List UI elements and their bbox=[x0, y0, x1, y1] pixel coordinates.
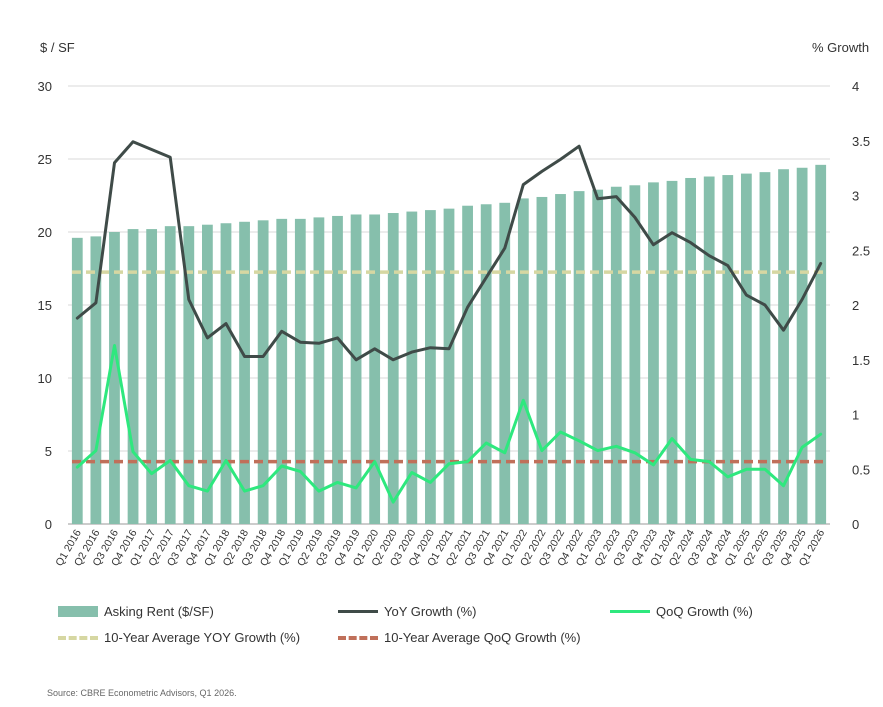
asking-rent-bar bbox=[610, 186, 622, 525]
legend-item-avg-yoy: 10-Year Average YOY Growth (%) bbox=[58, 630, 300, 645]
asking-rent-bar bbox=[666, 180, 678, 524]
right-tick-label: 4 bbox=[852, 79, 859, 94]
asking-rent-bar bbox=[183, 226, 195, 524]
asking-rent-bar bbox=[276, 218, 288, 525]
asking-rent-bar bbox=[629, 185, 641, 524]
right-tick-label: 0 bbox=[852, 517, 859, 532]
source-note: Source: CBRE Econometric Advisors, Q1 20… bbox=[47, 688, 237, 698]
legend-label: 10-Year Average QoQ Growth (%) bbox=[384, 630, 581, 645]
legend-label: QoQ Growth (%) bbox=[656, 604, 753, 619]
asking-rent-bar bbox=[406, 211, 418, 524]
left-tick-label: 20 bbox=[38, 225, 52, 240]
asking-rent-bar bbox=[257, 220, 269, 524]
asking-rent-bar bbox=[815, 164, 827, 524]
legend: Asking Rent ($/SF) YoY Growth (%) QoQ Gr… bbox=[58, 604, 858, 648]
legend-item-avg-qoq: 10-Year Average QoQ Growth (%) bbox=[338, 630, 581, 645]
asking-rent-bar bbox=[517, 198, 529, 525]
legend-item-qoq: QoQ Growth (%) bbox=[610, 604, 753, 619]
asking-rent-bar bbox=[740, 173, 752, 524]
asking-rent-bar bbox=[722, 175, 734, 524]
yoy-growth-line bbox=[75, 140, 823, 362]
right-axis-title: % Growth bbox=[812, 40, 870, 55]
asking-rent-bar bbox=[239, 221, 250, 524]
asking-rent-bar bbox=[648, 182, 659, 525]
legend-swatch-avg-qoq bbox=[338, 635, 378, 640]
asking-rent-bar bbox=[573, 191, 585, 524]
asking-rent-bar bbox=[685, 177, 696, 525]
growth-lines bbox=[75, 140, 823, 504]
right-tick-label: 1 bbox=[852, 408, 859, 423]
asking-rent-bar bbox=[778, 169, 789, 524]
legend-label: YoY Growth (%) bbox=[384, 604, 477, 619]
left-tick-label: 25 bbox=[38, 152, 52, 167]
asking-rent-bar bbox=[71, 237, 83, 524]
legend-item-yoy: YoY Growth (%) bbox=[338, 604, 477, 619]
right-tick-label: 1.5 bbox=[852, 353, 870, 368]
asking-rent-bar bbox=[462, 205, 473, 524]
asking-rent-bar bbox=[109, 232, 120, 524]
asking-rent-bar bbox=[592, 189, 604, 524]
right-tick-label: 0.5 bbox=[852, 462, 870, 477]
right-tick-label: 2 bbox=[852, 298, 859, 313]
asking-rent-bar bbox=[536, 196, 548, 524]
legend-label: Asking Rent ($/SF) bbox=[104, 604, 214, 619]
asking-rent-bar bbox=[796, 167, 808, 524]
right-tick-label: 3 bbox=[852, 189, 859, 204]
asking-rent-bars bbox=[71, 164, 827, 525]
right-tick-label: 2.5 bbox=[852, 243, 870, 258]
legend-swatch-yoy bbox=[338, 610, 378, 613]
asking-rent-bar bbox=[499, 202, 511, 525]
legend-label: 10-Year Average YOY Growth (%) bbox=[104, 630, 301, 645]
asking-rent-bar bbox=[759, 172, 771, 524]
asking-rent-bar bbox=[294, 218, 306, 525]
legend-item-asking-rent: Asking Rent ($/SF) bbox=[58, 604, 214, 619]
left-tick-label: 10 bbox=[38, 371, 52, 386]
asking-rent-bar bbox=[425, 210, 436, 524]
asking-rent-bar bbox=[703, 176, 715, 524]
right-tick-label: 3.5 bbox=[852, 134, 870, 149]
left-tick-label: 15 bbox=[38, 298, 52, 313]
asking-rent-bar bbox=[164, 226, 176, 524]
asking-rent-bar bbox=[350, 214, 362, 525]
asking-rent-bar bbox=[127, 229, 139, 524]
left-tick-label: 0 bbox=[45, 517, 52, 532]
asking-rent-bar bbox=[387, 213, 399, 524]
left-tick-label: 30 bbox=[38, 79, 52, 94]
legend-swatch-avg-yoy bbox=[58, 635, 98, 640]
asking-rent-bar bbox=[220, 223, 232, 525]
asking-rent-bar bbox=[480, 204, 492, 524]
asking-rent-bar bbox=[443, 208, 455, 524]
left-tick-label: 5 bbox=[45, 444, 52, 459]
legend-swatch-qoq bbox=[610, 610, 650, 613]
legend-swatch-asking-rent bbox=[58, 606, 98, 617]
asking-rent-bar bbox=[332, 215, 343, 524]
asking-rent-bar bbox=[202, 224, 213, 524]
asking-rent-bar bbox=[90, 236, 102, 524]
asking-rent-bar bbox=[146, 229, 158, 524]
asking-rent-bar bbox=[313, 217, 325, 524]
left-axis-title: $ / SF bbox=[40, 40, 75, 55]
asking-rent-bar bbox=[555, 194, 566, 525]
qoq-growth-line bbox=[75, 344, 823, 504]
asking-rent-bar bbox=[369, 214, 381, 525]
